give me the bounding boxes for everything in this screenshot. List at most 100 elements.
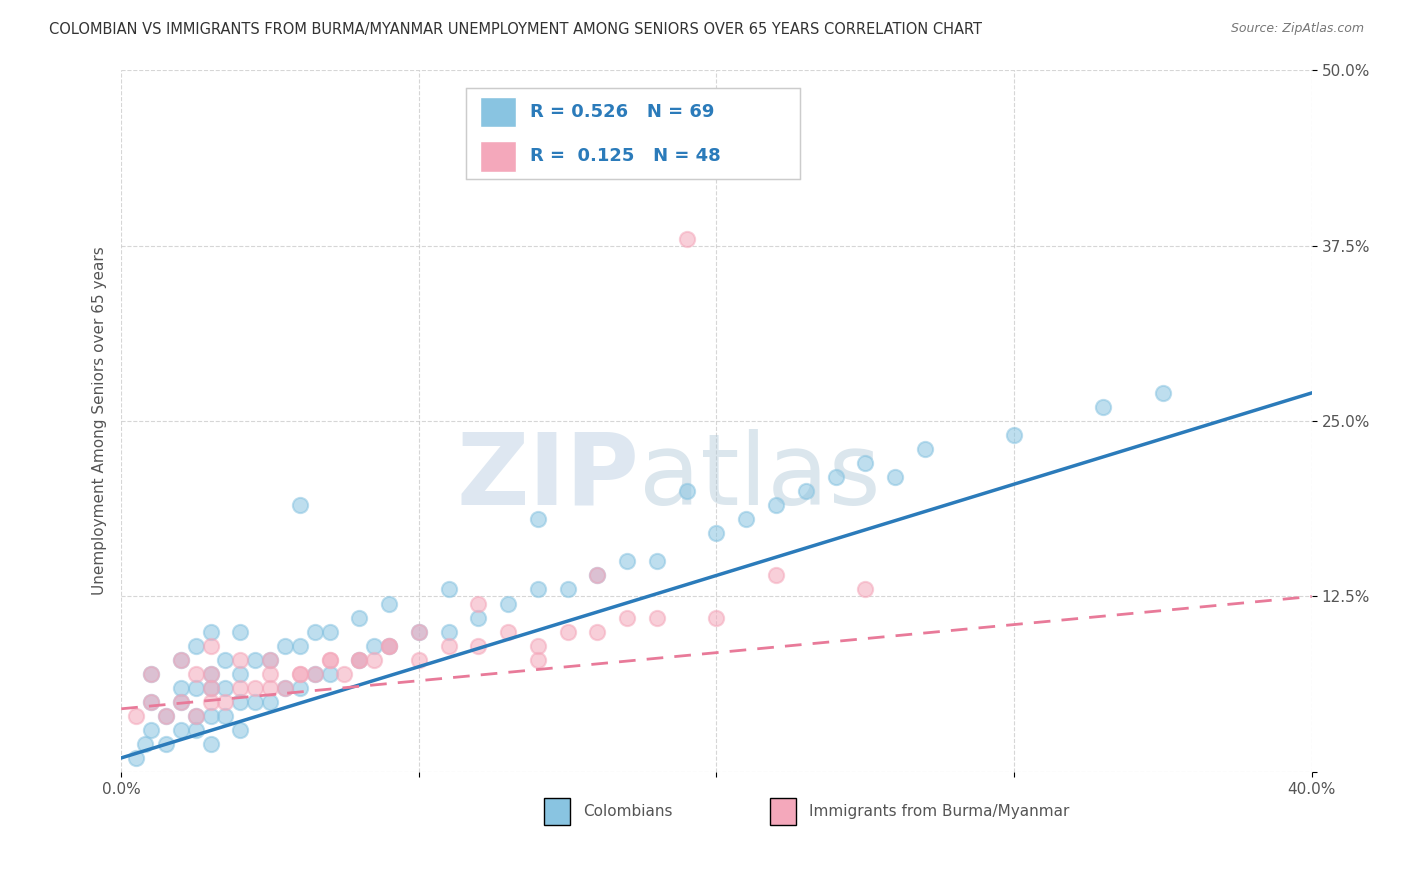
Point [363, 639, 385, 653]
Point [184, 708, 207, 723]
Point [200, 695, 222, 709]
Point [349, 653, 371, 667]
Text: COLOMBIAN VS IMMIGRANTS FROM BURMA/MYANMAR UNEMPLOYMENT AMONG SENIORS OVER 65 YE: COLOMBIAN VS IMMIGRANTS FROM BURMA/MYANM… [49, 22, 983, 37]
Point [527, 512, 550, 526]
Point [214, 653, 236, 667]
Point [288, 639, 311, 653]
Point [184, 639, 207, 653]
Y-axis label: Unemployment Among Seniors over 65 years: Unemployment Among Seniors over 65 years [93, 247, 107, 595]
Point [134, 737, 156, 751]
Point [1152, 386, 1174, 401]
Point [765, 147, 787, 161]
Point [675, 231, 697, 245]
Point [170, 653, 193, 667]
Point [794, 484, 817, 499]
Point [259, 666, 281, 681]
Point [170, 695, 193, 709]
Point [378, 639, 401, 653]
Point [318, 653, 340, 667]
Point [408, 653, 430, 667]
Point [139, 666, 162, 681]
Point [527, 639, 550, 653]
Point [200, 708, 222, 723]
Point [155, 708, 177, 723]
FancyBboxPatch shape [770, 798, 796, 824]
Point [586, 568, 609, 582]
Point [467, 639, 489, 653]
Point [139, 723, 162, 737]
Point [274, 639, 297, 653]
Point [200, 666, 222, 681]
Point [200, 624, 222, 639]
Point [675, 484, 697, 499]
Point [616, 554, 638, 568]
Point [1002, 428, 1025, 442]
Point [170, 723, 193, 737]
Point [304, 666, 326, 681]
Point [200, 666, 222, 681]
Point [288, 498, 311, 512]
Point [333, 666, 356, 681]
Text: Colombians: Colombians [583, 805, 672, 820]
Point [259, 653, 281, 667]
Point [557, 582, 579, 597]
Point [170, 695, 193, 709]
Point [645, 554, 668, 568]
Point [229, 723, 252, 737]
Point [184, 681, 207, 695]
Point [706, 610, 728, 624]
Point [229, 624, 252, 639]
Point [318, 653, 340, 667]
Point [853, 456, 876, 470]
Point [437, 582, 460, 597]
Point [200, 681, 222, 695]
Point [824, 470, 846, 484]
Point [259, 695, 281, 709]
Point [318, 624, 340, 639]
Point [378, 639, 401, 653]
Point [765, 568, 787, 582]
Point [229, 653, 252, 667]
Point [200, 639, 222, 653]
Point [200, 681, 222, 695]
Point [706, 526, 728, 541]
Point [274, 681, 297, 695]
Point [586, 568, 609, 582]
FancyBboxPatch shape [544, 798, 569, 824]
Point [304, 666, 326, 681]
Point [170, 653, 193, 667]
Point [214, 681, 236, 695]
Point [349, 610, 371, 624]
Point [229, 666, 252, 681]
Point [363, 653, 385, 667]
Point [139, 666, 162, 681]
Point [735, 512, 758, 526]
Point [437, 624, 460, 639]
Point [184, 708, 207, 723]
Point [467, 610, 489, 624]
Point [645, 610, 668, 624]
Point [184, 723, 207, 737]
Point [155, 708, 177, 723]
Text: atlas: atlas [640, 429, 880, 525]
Point [349, 653, 371, 667]
Point [527, 582, 550, 597]
Point [200, 737, 222, 751]
Point [884, 470, 907, 484]
Point [214, 708, 236, 723]
Point [467, 597, 489, 611]
Point [304, 624, 326, 639]
Point [243, 681, 266, 695]
Point [527, 653, 550, 667]
Point [586, 624, 609, 639]
Point [496, 624, 519, 639]
Point [139, 695, 162, 709]
Point [229, 695, 252, 709]
Point [243, 695, 266, 709]
Point [170, 681, 193, 695]
Point [349, 653, 371, 667]
Point [288, 666, 311, 681]
Point [259, 653, 281, 667]
Point [125, 751, 148, 765]
Point [408, 624, 430, 639]
